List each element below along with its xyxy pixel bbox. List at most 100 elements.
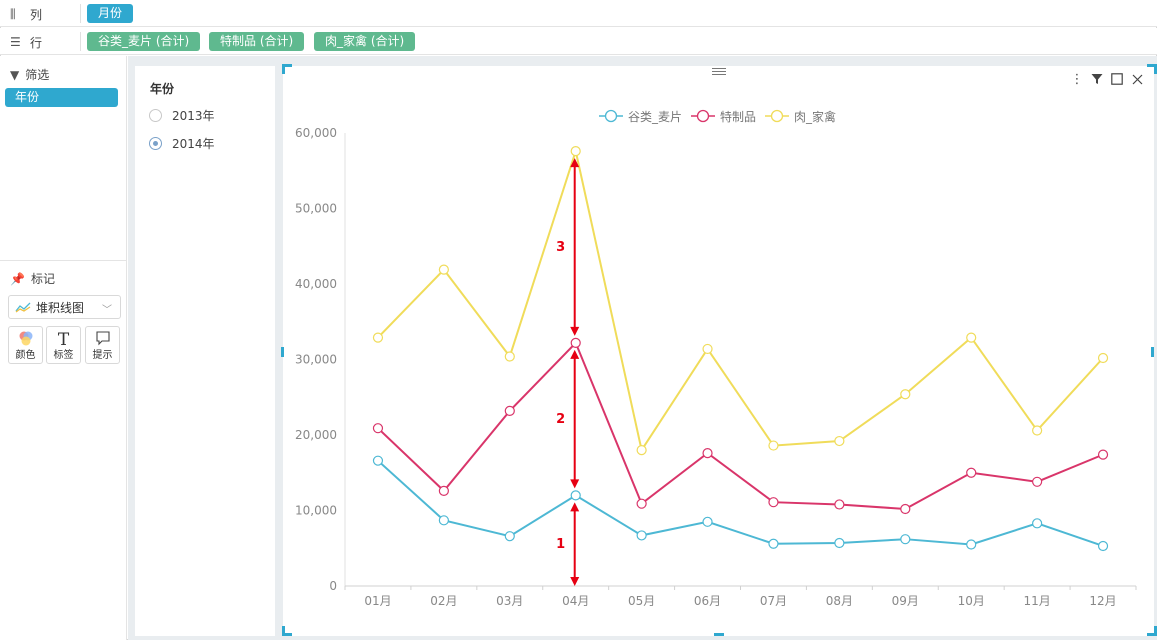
funnel-icon: ▼: [10, 67, 20, 82]
data-point: [1097, 540, 1109, 552]
data-point: [768, 497, 779, 508]
y-tick-label: 10,000: [295, 504, 337, 518]
data-point: [504, 531, 515, 542]
resize-handle-bottom[interactable]: [714, 633, 724, 636]
marks-panel-title: 📌 标记: [10, 271, 55, 287]
data-point: [768, 538, 779, 549]
data-point: [834, 499, 845, 510]
data-point: [372, 332, 384, 343]
label-button[interactable]: T 标签: [46, 326, 81, 364]
data-point: [1097, 449, 1109, 460]
data-point: [834, 435, 845, 447]
data-point: [966, 467, 977, 478]
data-point: [900, 389, 911, 400]
resize-handle-bottom-right[interactable]: [1147, 626, 1157, 636]
data-point: [966, 539, 977, 550]
data-point: [636, 530, 647, 541]
radio-2014[interactable]: [149, 137, 162, 150]
drag-handle-icon[interactable]: [712, 68, 726, 76]
x-tick-label: 04月: [562, 594, 589, 608]
data-point: [1097, 352, 1109, 364]
text-label-icon: T: [57, 330, 70, 350]
resize-handle-top-right[interactable]: [1147, 64, 1157, 74]
series-line-3: [377, 147, 1104, 453]
pin-icon: 📌: [10, 271, 25, 286]
year-option-2014[interactable]: 2014年: [149, 135, 215, 152]
data-point: [438, 485, 449, 496]
x-tick-label: 12月: [1089, 594, 1116, 608]
row-pill-cereals[interactable]: 谷类_麦片 (合计): [87, 32, 201, 51]
maximize-icon[interactable]: [1110, 72, 1124, 86]
x-tick-label: 02月: [430, 594, 457, 608]
x-tick-label: 01月: [364, 594, 391, 608]
resize-handle-bottom-left[interactable]: [282, 626, 292, 636]
data-point: [1032, 518, 1043, 529]
close-icon[interactable]: [1130, 72, 1144, 86]
mark-type-select[interactable]: 堆积线图 ﹀: [8, 295, 121, 319]
x-tick-label: 06月: [694, 594, 721, 608]
data-point: [702, 516, 713, 527]
tooltip-button[interactable]: 提示: [85, 326, 120, 364]
shelf-separator: [80, 32, 81, 51]
x-tick-label: 07月: [760, 594, 787, 608]
data-point: [900, 534, 911, 545]
data-point: [702, 343, 713, 355]
annotation-label-3: 3: [556, 240, 565, 255]
columns-icon: ⫼: [10, 6, 16, 21]
data-point: [570, 146, 581, 157]
tooltip-bubble-icon: [86, 330, 119, 350]
columns-shelf-label: ⫼ 列: [10, 6, 43, 22]
series-points: [372, 146, 1109, 552]
x-tick-label: 11月: [1023, 594, 1050, 608]
area-line-icon: [15, 302, 31, 313]
data-point: [438, 264, 449, 275]
chart-toolbar: ⋮: [1070, 71, 1144, 87]
row-pill-meat-poultry[interactable]: 肉_家禽 (合计): [314, 32, 416, 51]
panel-divider: [0, 260, 127, 261]
data-point: [900, 503, 911, 515]
data-point: [372, 423, 384, 434]
series-line-1: [377, 459, 1104, 547]
series-line-2: [377, 341, 1104, 511]
y-tick-label: 30,000: [295, 353, 337, 367]
columns-shelf: ⫼ 列 月份: [0, 0, 1157, 27]
legend-label: 谷类_麦片: [628, 110, 682, 124]
y-tick-label: 20,000: [295, 428, 337, 442]
data-point: [702, 448, 713, 459]
annotations: 1 2 3: [556, 158, 580, 586]
column-pill-month[interactable]: 月份: [87, 4, 134, 23]
y-tick-label: 60,000: [295, 126, 337, 140]
y-tick-label: 0: [329, 579, 337, 593]
legend-label: 特制品: [720, 109, 756, 124]
filter-icon[interactable]: [1090, 72, 1104, 86]
year-option-2013[interactable]: 2013年: [149, 107, 215, 124]
chart-card: ⋮ 谷类_麦片 特制品 肉_家禽 0 10,000 20,000 30,000 40,000…: [283, 66, 1154, 636]
data-point: [504, 351, 515, 362]
filter-pill-year[interactable]: 年份: [5, 88, 118, 107]
data-point: [636, 498, 647, 509]
arrowhead-up: [570, 502, 580, 512]
annotation-label-1: 1: [556, 537, 565, 552]
y-tick-label: 50,000: [295, 202, 337, 216]
legend-swatch-marker: [696, 109, 710, 123]
arrowhead-up: [570, 349, 580, 359]
more-vertical-icon[interactable]: ⋮: [1070, 71, 1084, 87]
color-button[interactable]: 颜色: [8, 326, 43, 364]
data-point: [768, 440, 779, 451]
arrowhead-down: [570, 479, 580, 489]
legend-swatch-marker: [604, 109, 618, 123]
resize-handle-right[interactable]: [1151, 347, 1154, 357]
series-lines: [377, 147, 1104, 547]
data-point: [1032, 425, 1043, 436]
chart-legend: 谷类_麦片 特制品 肉_家禽: [599, 109, 836, 124]
y-axis: 0 10,000 20,000 30,000 40,000 50,000 60,000: [295, 126, 346, 593]
radio-2013[interactable]: [149, 109, 162, 122]
resize-handle-top-left[interactable]: [282, 64, 292, 74]
arrowhead-down: [570, 326, 580, 336]
arrowhead-down: [570, 577, 580, 586]
resize-handle-left[interactable]: [281, 347, 284, 357]
x-tick-label: 03月: [496, 594, 523, 608]
left-panel: ▼ 筛选 年份 📌 标记 堆积线图 ﹀ 颜色 T 标签: [0, 56, 127, 640]
data-point: [834, 537, 845, 549]
row-pill-specialty[interactable]: 特制品 (合计): [209, 32, 305, 51]
